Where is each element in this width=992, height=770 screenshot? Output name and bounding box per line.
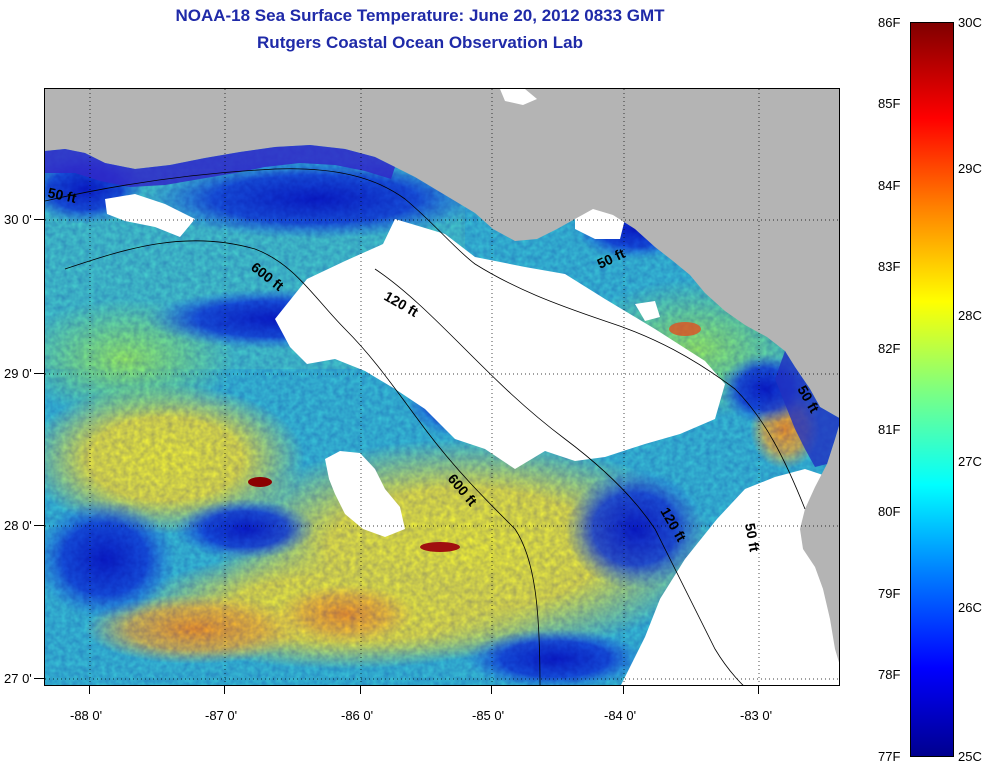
isobath-label: 50 ft: [46, 184, 78, 206]
colorbar-celsius-label: 28C: [958, 308, 982, 323]
x-tick: [360, 686, 361, 694]
sst-map-canvas: 50 ft 600 ft 120 ft 50 ft 600 ft 120 ft …: [45, 89, 839, 685]
cloud-mask-island: [635, 301, 660, 321]
longitude-label: -87 0': [205, 708, 238, 723]
cloud-mask-central-blob: [325, 451, 405, 537]
y-tick: [34, 219, 44, 220]
hot-spot-5: [669, 322, 701, 336]
colorbar-fahrenheit-label: 78F: [878, 667, 901, 682]
longitude-label: -85 0': [472, 708, 505, 723]
graticule: [45, 89, 839, 685]
latitude-label: 29 0': [4, 366, 32, 381]
colorbar-fahrenheit-label: 80F: [878, 504, 901, 519]
land-peninsula-tip: [65, 103, 97, 149]
colorbar-fahrenheit-label: 84F: [878, 178, 901, 193]
latitude-label: 28 0': [4, 518, 32, 533]
isobaths: [45, 168, 806, 685]
longitude-label: -83 0': [740, 708, 773, 723]
latitude-label: 30 0': [4, 212, 32, 227]
y-tick: [34, 678, 44, 679]
colorbar-fahrenheit-label: 83F: [878, 259, 901, 274]
colorbar-celsius-label: 26C: [958, 600, 982, 615]
map-subtitle: Rutgers Coastal Ocean Observation Lab: [257, 33, 583, 52]
hot-spot-2: [420, 542, 460, 552]
sst-map[interactable]: 50 ft 600 ft 120 ft 50 ft 600 ft 120 ft …: [44, 88, 840, 686]
x-tick: [224, 686, 225, 694]
hot-spot-1: [248, 477, 272, 487]
map-title: NOAA-18 Sea Surface Temperature: June 20…: [175, 6, 665, 25]
colorbar-fahrenheit-label: 86F: [878, 15, 901, 30]
x-tick: [758, 686, 759, 694]
shore-east-blue: [775, 351, 839, 467]
colorbar-fahrenheit-label: 82F: [878, 341, 901, 356]
land-coastal-strip: [45, 145, 395, 187]
y-tick: [34, 373, 44, 374]
colorbar-fahrenheit-label: 79F: [878, 586, 901, 601]
cloud-mask-main: [275, 219, 725, 469]
colorbar-celsius-label: 27C: [958, 454, 982, 469]
land-north: [45, 89, 839, 418]
colorbar-fahrenheit-label: 85F: [878, 96, 901, 111]
land-florida-west-coast: [800, 425, 839, 663]
colorbar-celsius-label: 29C: [958, 161, 982, 176]
longitude-label: -88 0': [70, 708, 103, 723]
colorbar-celsius-label: 25C: [958, 749, 982, 764]
cloud-mask-east-wedge: [621, 469, 839, 685]
y-tick: [34, 525, 44, 526]
x-tick: [89, 686, 90, 694]
cloud-mask-north: [105, 194, 195, 237]
longitude-label: -86 0': [341, 708, 374, 723]
temperature-colorbar: [910, 22, 954, 757]
x-tick: [623, 686, 624, 694]
colorbar-fahrenheit-label: 81F: [878, 422, 901, 437]
colorbar-fahrenheit-label: 77F: [878, 749, 901, 764]
latitude-label: 27 0': [4, 671, 32, 686]
isobath-label: 50 ft: [742, 522, 763, 553]
x-tick: [491, 686, 492, 694]
colorbar-celsius-label: 30C: [958, 15, 982, 30]
land-river-inlet: [500, 89, 537, 105]
longitude-label: -84 0': [604, 708, 637, 723]
